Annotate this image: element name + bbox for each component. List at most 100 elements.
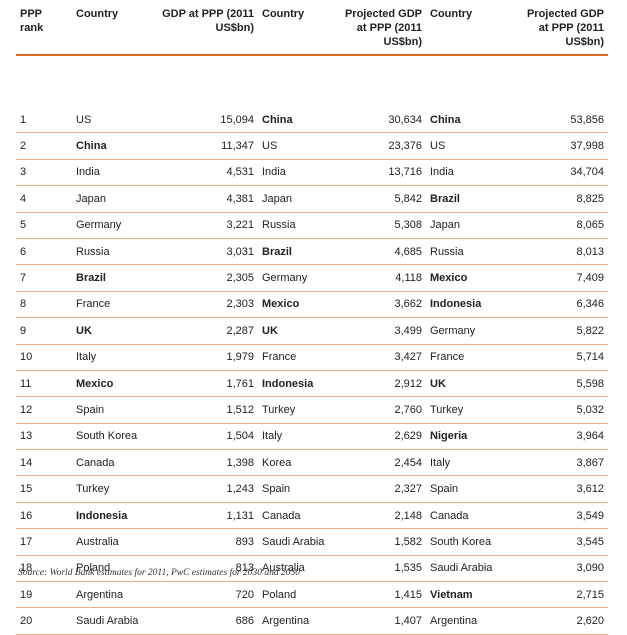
gdp-2050-cell: 2,620 [514, 607, 608, 635]
header-country-2011: Country [76, 8, 119, 20]
gdp-2030-cell: 5,842 [340, 185, 426, 213]
table-row: 20 Saudi Arabia 686 Argentina 1,407 Argentina… [16, 607, 608, 635]
rank-cell: 14 [16, 449, 72, 477]
gdp-2011-cell: 1,398 [148, 449, 258, 477]
country-2011-cell: Spain [72, 396, 148, 424]
table-row: 3 India 4,531 India 13,716 India 34,704 [16, 159, 608, 187]
gdp-2030-cell: 4,118 [340, 264, 426, 292]
table-row: 1 US 15,094 China 30,634 China 53,856 [16, 107, 608, 134]
country-2050-cell: India [426, 159, 514, 187]
country-2030-cell: France [258, 344, 340, 371]
rank-cell: 18 [16, 555, 72, 583]
country-2011-cell: South Korea [72, 423, 148, 451]
gdp-2050-cell: 5,032 [514, 396, 608, 424]
gdp-2011-cell: 686 [148, 607, 258, 635]
country-2050-cell: Saudi Arabia [426, 555, 514, 583]
gdp-2030-cell: 13,716 [340, 159, 426, 187]
country-2011-cell: Germany [72, 212, 148, 239]
table-row: 13 South Korea 1,504 Italy 2,629 Nigeria 3,964 [16, 423, 608, 451]
gdp-2011-cell: 4,531 [148, 159, 258, 187]
country-2050-cell: South Korea [426, 528, 514, 556]
gdp-2050-cell: 3,549 [514, 502, 608, 530]
gdp-2030-cell: 4,685 [340, 238, 426, 266]
rank-cell: 8 [16, 291, 72, 319]
country-2011-cell: Saudi Arabia [72, 607, 148, 635]
country-2030-cell: Mexico [258, 291, 340, 319]
country-2011-cell: Russia [72, 238, 148, 266]
country-2050-cell: Japan [426, 212, 514, 239]
country-2011-cell: US [72, 107, 148, 134]
country-2050-cell: Vietnam [426, 581, 514, 609]
gdp-2030-cell: 2,327 [340, 475, 426, 503]
gdp-2050-cell: 53,856 [514, 107, 608, 134]
country-2050-cell: Germany [426, 317, 514, 345]
gdp-ranking-table-container: PPP rank Country GDP at PPP (2011 US$bn)… [16, 3, 608, 635]
gdp-2011-cell: 893 [148, 528, 258, 556]
country-2050-cell: Brazil [426, 185, 514, 213]
country-2050-cell: Russia [426, 238, 514, 266]
country-2030-cell: Australia [258, 555, 340, 583]
rank-cell: 7 [16, 264, 72, 292]
gdp-2050-cell: 8,825 [514, 185, 608, 213]
table-header: PPP rank Country GDP at PPP (2011 US$bn)… [16, 3, 608, 107]
table-row: 6 Russia 3,031 Brazil 4,685 Russia 8,013 [16, 238, 608, 266]
country-2030-cell: Canada [258, 502, 340, 530]
rank-cell: 17 [16, 528, 72, 556]
rank-cell: 11 [16, 370, 72, 398]
rank-cell: 16 [16, 502, 72, 530]
header-gdp-2011: GDP at PPP (2011 US$bn) [162, 8, 254, 34]
country-2050-cell: France [426, 344, 514, 371]
country-2030-cell: US [258, 132, 340, 160]
rank-cell: 3 [16, 159, 72, 187]
country-2011-cell: Indonesia [72, 502, 148, 530]
table-row: 7 Brazil 2,305 Germany 4,118 Mexico 7,409 [16, 264, 608, 292]
country-2050-cell: Spain [426, 475, 514, 503]
gdp-2050-cell: 37,998 [514, 132, 608, 160]
gdp-2030-cell: 1,535 [340, 555, 426, 583]
gdp-2030-cell: 1,415 [340, 581, 426, 609]
country-2011-cell: Japan [72, 185, 148, 213]
table-row: 11 Mexico 1,761 Indonesia 2,912 UK 5,598 [16, 370, 608, 398]
rank-cell: 6 [16, 238, 72, 266]
gdp-2011-cell: 15,094 [148, 107, 258, 134]
country-2030-cell: Germany [258, 264, 340, 292]
table-row: 18 Poland 813 Australia 1,535 Saudi Arabia 3,0… [16, 555, 608, 583]
table-row: 2 China 11,347 US 23,376 US 37,998 [16, 132, 608, 160]
rank-cell: 19 [16, 581, 72, 609]
country-2050-cell: Indonesia [426, 291, 514, 319]
rank-cell: 15 [16, 475, 72, 503]
gdp-2050-cell: 5,822 [514, 317, 608, 345]
header-gdp-2050: Projected GDP at PPP (2011 US$bn) [526, 8, 604, 48]
gdp-ranking-table: PPP rank Country GDP at PPP (2011 US$bn)… [16, 3, 608, 635]
gdp-2011-cell: 3,221 [148, 212, 258, 239]
gdp-2050-cell: 34,704 [514, 159, 608, 187]
country-2030-cell: China [258, 107, 340, 134]
gdp-2011-cell: 1,504 [148, 423, 258, 451]
table-row: 19 Argentina 720 Poland 1,415 Vietnam 2,715 [16, 581, 608, 609]
gdp-2050-cell: 3,545 [514, 528, 608, 556]
country-2011-cell: Australia [72, 528, 148, 556]
country-2011-cell: Argentina [72, 581, 148, 609]
table-row: 17 Australia 893 Saudi Arabia 1,582 South Kor… [16, 528, 608, 556]
gdp-2011-cell: 1,131 [148, 502, 258, 530]
country-2050-cell: China [426, 107, 514, 134]
country-2030-cell: India [258, 159, 340, 187]
gdp-2050-cell: 3,612 [514, 475, 608, 503]
country-2030-cell: Argentina [258, 607, 340, 635]
country-2050-cell: Mexico [426, 264, 514, 292]
country-2050-cell: UK [426, 370, 514, 398]
country-2030-cell: Korea [258, 449, 340, 477]
country-2050-cell: US [426, 132, 514, 160]
country-2030-cell: Saudi Arabia [258, 528, 340, 556]
country-2011-cell: France [72, 291, 148, 319]
country-2011-cell: Mexico [72, 370, 148, 398]
gdp-2050-cell: 5,598 [514, 370, 608, 398]
gdp-2030-cell: 5,308 [340, 212, 426, 239]
country-2030-cell: Brazil [258, 238, 340, 266]
gdp-2030-cell: 23,376 [340, 132, 426, 160]
country-2011-cell: Italy [72, 344, 148, 371]
gdp-2011-cell: 720 [148, 581, 258, 609]
country-2050-cell: Nigeria [426, 423, 514, 451]
header-country-2030: Country [262, 8, 305, 20]
gdp-2011-cell: 3,031 [148, 238, 258, 266]
